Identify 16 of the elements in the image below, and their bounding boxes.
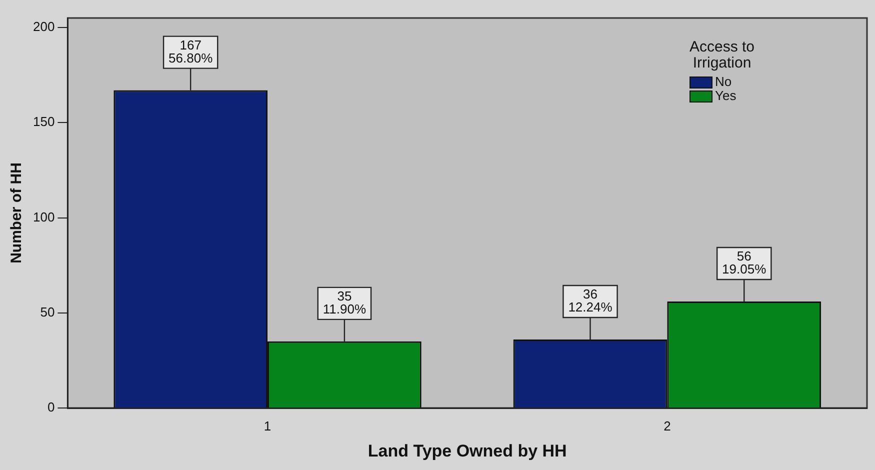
- x-tick-label: 2: [664, 418, 671, 434]
- data-label: 36 12.24%: [568, 286, 613, 315]
- y-tick-label: 200: [32, 19, 55, 34]
- data-label: 35 11.90%: [322, 288, 366, 316]
- x-axis-title: Land Type Owned by HH: [368, 441, 567, 460]
- y-axis-title: Number of HH: [8, 162, 26, 264]
- legend-label: Yes: [715, 88, 737, 104]
- x-tick-label: 1: [264, 418, 272, 434]
- y-tick-label: 150: [32, 114, 55, 130]
- y-tick-label: 0: [47, 400, 55, 415]
- data-label: 167 56.80%: [168, 37, 214, 66]
- data-label: 56 19.05%: [722, 248, 767, 277]
- y-tick-label: 50: [40, 304, 55, 320]
- legend-label: No: [715, 74, 732, 90]
- legend-title: Access to Irrigation: [689, 38, 755, 72]
- y-tick-label: 100: [32, 209, 55, 224]
